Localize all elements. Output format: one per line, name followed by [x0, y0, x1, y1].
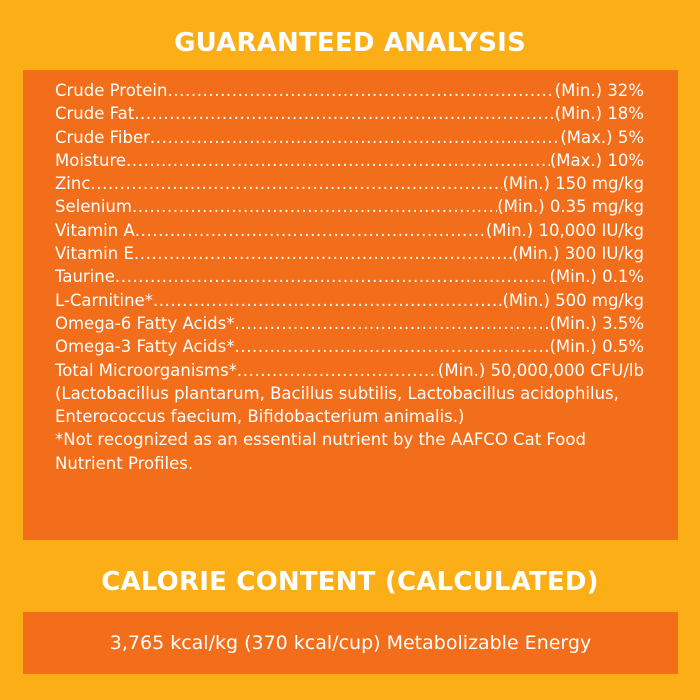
nutrient-value: (Min.) 300 IU/kg: [512, 244, 644, 264]
calorie-content-text: 3,765 kcal/kg (370 kcal/cup) Metabolizab…: [109, 632, 592, 654]
nutrient-name: Zinc: [55, 174, 91, 194]
analysis-row: Omega-3 Fatty Acids* (Min.) 0.5%: [55, 335, 644, 358]
analysis-rows: Crude Protein (Min.) 32% Crude Fat (Min.) 1…: [55, 79, 644, 382]
analysis-row: Crude Fat (Min.) 18%: [55, 102, 644, 125]
dot-leader: [235, 312, 550, 335]
dot-leader: [134, 102, 554, 125]
analysis-row: Omega-6 Fatty Acids* (Min.) 3.5%: [55, 312, 644, 335]
nutrient-value: (Min.) 32%: [554, 81, 644, 100]
dot-leader: [237, 359, 438, 382]
nutrient-value: (Min.) 500 mg/kg: [502, 290, 644, 310]
analysis-row: Selenium (Min.) 0.35 mg/kg: [55, 195, 644, 218]
dot-leader: [126, 149, 550, 172]
nutrient-value: (Min.) 50,000,000 CFU/lb: [437, 360, 644, 380]
nutrient-value: (Min.) 0.35 mg/kg: [497, 197, 644, 217]
nutrient-name: Moisture: [55, 150, 127, 170]
nutrient-name: Crude Fiber: [55, 127, 150, 147]
dot-leader: [153, 289, 503, 312]
analysis-row: Crude Fiber (Max.) 5%: [55, 126, 644, 149]
dot-leader: [132, 195, 497, 218]
analysis-row: Moisture (Max.) 10%: [55, 149, 644, 172]
analysis-row: Taurine (Min.) 0.1%: [55, 265, 644, 288]
guaranteed-analysis-panel: Crude Protein (Min.) 32% Crude Fat (Min.) 1…: [23, 70, 678, 540]
dot-leader: [235, 335, 550, 358]
nutrient-value: (Min.) 3.5%: [549, 313, 644, 333]
dot-leader: [150, 126, 560, 149]
analysis-row: Total Microorganisms* (Min.) 50,000,000 C…: [55, 359, 644, 382]
nutrient-name: Selenium: [55, 197, 132, 217]
nutrient-name: Crude Protein: [55, 81, 168, 100]
dot-leader: [115, 265, 550, 288]
guaranteed-analysis-title: GUARANTEED ANALYSIS: [174, 28, 526, 58]
nutrient-name: Taurine: [55, 267, 115, 287]
calorie-content-title: CALORIE CONTENT (CALCULATED): [101, 567, 599, 597]
nutrient-name: Vitamin E: [55, 244, 134, 264]
dot-leader: [135, 219, 486, 242]
nutrient-name: Omega-6 Fatty Acids*: [55, 313, 235, 333]
nutrient-value: (Max.) 5%: [560, 127, 644, 147]
nutrient-value: (Min.) 10,000 IU/kg: [485, 220, 644, 240]
nutrient-name: Total Microorganisms*: [55, 360, 237, 380]
dot-leader: [90, 172, 502, 195]
analysis-row: L-Carnitine* (Min.) 500 mg/kg: [55, 289, 644, 312]
dot-leader: [167, 79, 554, 102]
calorie-content-panel: 3,765 kcal/kg (370 kcal/cup) Metabolizab…: [23, 612, 678, 674]
nutrient-value: (Min.) 0.5%: [549, 337, 644, 357]
dot-leader: [134, 242, 512, 265]
analysis-row: Vitamin E (Min.) 300 IU/kg: [55, 242, 644, 265]
nutrient-name: Crude Fat: [55, 104, 135, 124]
nutrient-name: Omega-3 Fatty Acids*: [55, 337, 235, 357]
microorganisms-note: (Lactobacillus plantarum, Bacillus subti…: [55, 383, 619, 427]
aafco-note: *Not recognized as an essential nutrient…: [55, 430, 586, 473]
nutrient-name: Vitamin A: [55, 220, 135, 240]
analysis-row: Vitamin A (Min.) 10,000 IU/kg: [55, 219, 644, 242]
analysis-row: Crude Protein (Min.) 32%: [55, 79, 644, 102]
nutrient-value: (Min.) 0.1%: [549, 267, 644, 287]
nutrient-value: (Min.) 150 mg/kg: [502, 174, 644, 194]
analysis-row: Zinc (Min.) 150 mg/kg: [55, 172, 644, 195]
nutrient-name: L-Carnitine*: [55, 290, 153, 310]
nutrient-value: (Max.) 10%: [549, 150, 644, 170]
nutrient-value: (Min.) 18%: [554, 104, 644, 124]
